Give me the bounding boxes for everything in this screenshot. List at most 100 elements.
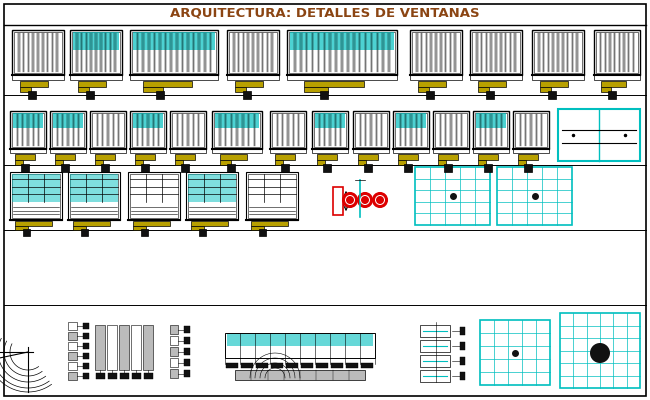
Bar	[170, 149, 206, 153]
Bar	[614, 33, 616, 72]
Bar	[632, 33, 634, 72]
Bar	[130, 30, 218, 75]
Bar	[212, 149, 262, 153]
Bar	[73, 32, 119, 50]
Bar	[220, 154, 247, 160]
Bar	[227, 30, 279, 75]
Bar	[396, 113, 426, 128]
Bar	[440, 33, 441, 72]
Bar	[50, 149, 86, 153]
Bar	[231, 114, 232, 146]
Bar	[90, 149, 126, 153]
Bar	[355, 113, 387, 147]
Bar	[519, 160, 526, 165]
Bar	[456, 114, 457, 146]
Bar	[68, 352, 77, 360]
Bar	[225, 333, 375, 358]
Bar	[68, 322, 77, 330]
Bar	[83, 343, 89, 349]
Bar	[112, 114, 114, 146]
Bar	[577, 33, 578, 72]
Bar	[191, 221, 228, 226]
Bar	[181, 164, 188, 172]
Bar	[97, 114, 98, 146]
Bar	[55, 160, 63, 165]
Bar	[23, 229, 30, 236]
Bar	[42, 33, 44, 72]
Bar	[57, 114, 58, 146]
Bar	[16, 160, 23, 165]
Bar	[62, 114, 64, 146]
Bar	[541, 114, 542, 146]
Bar	[426, 91, 434, 99]
Bar	[242, 91, 251, 99]
Bar	[330, 114, 331, 146]
Bar	[340, 114, 341, 146]
Bar	[107, 114, 109, 146]
Bar	[331, 363, 343, 368]
Bar	[287, 75, 397, 80]
Bar	[241, 363, 253, 368]
Bar	[136, 114, 138, 146]
Bar	[416, 33, 417, 72]
Bar	[393, 111, 429, 149]
Bar	[114, 33, 116, 72]
Bar	[10, 149, 46, 153]
Bar	[532, 30, 584, 75]
Bar	[176, 33, 177, 72]
Bar	[445, 33, 447, 72]
Bar	[491, 33, 492, 72]
Bar	[220, 160, 231, 165]
Bar	[320, 91, 328, 99]
Bar	[170, 325, 178, 334]
Bar	[68, 172, 120, 220]
Bar	[141, 229, 148, 236]
Bar	[478, 81, 506, 87]
Bar	[435, 113, 467, 147]
Bar	[358, 160, 367, 165]
Bar	[90, 111, 126, 149]
Bar	[170, 358, 178, 367]
Bar	[153, 114, 154, 146]
Bar	[83, 353, 89, 359]
Bar	[421, 114, 422, 146]
Bar	[306, 33, 307, 72]
Bar	[604, 33, 606, 72]
Bar	[365, 33, 367, 72]
Bar	[96, 154, 115, 160]
Bar	[486, 33, 487, 72]
Bar	[226, 363, 238, 368]
Bar	[119, 325, 129, 370]
Bar	[270, 111, 306, 149]
Bar	[219, 114, 220, 146]
Bar	[276, 160, 283, 165]
Bar	[257, 33, 259, 72]
Bar	[188, 174, 236, 218]
Bar	[323, 164, 331, 172]
Bar	[20, 81, 48, 87]
Circle shape	[361, 196, 369, 204]
Bar	[410, 75, 462, 80]
Bar	[317, 154, 337, 160]
Bar	[214, 113, 260, 147]
Bar	[70, 174, 118, 202]
Bar	[198, 114, 200, 146]
Bar	[177, 114, 178, 146]
Bar	[540, 87, 551, 92]
Bar	[450, 114, 452, 146]
Bar	[10, 111, 46, 149]
Bar	[270, 149, 306, 153]
Bar	[67, 114, 69, 146]
Bar	[330, 33, 331, 72]
Bar	[184, 337, 190, 344]
Circle shape	[343, 193, 357, 207]
Circle shape	[373, 193, 387, 207]
Bar	[410, 114, 411, 146]
Bar	[476, 113, 506, 128]
Bar	[318, 114, 320, 146]
Bar	[27, 91, 36, 99]
Bar	[404, 164, 412, 172]
Bar	[525, 114, 526, 146]
Bar	[184, 326, 190, 333]
Bar	[560, 313, 640, 388]
